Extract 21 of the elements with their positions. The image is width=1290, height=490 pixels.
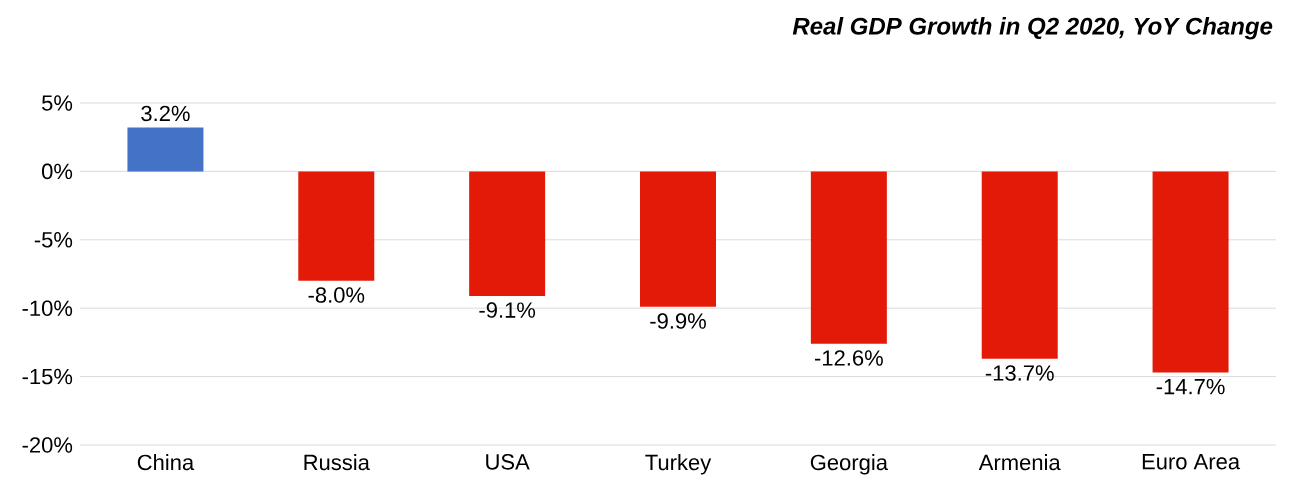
data-label: -9.9% — [650, 313, 706, 329]
y-tick-label: 0% — [41, 163, 73, 180]
x-tick-label: Turkey — [645, 454, 712, 475]
chart-title: Real GDP Growth in Q2 2020, YoY Change — [792, 17, 1273, 40]
data-label: -12.6% — [814, 350, 883, 366]
data-label: -9.1% — [479, 302, 536, 318]
y-tick-label: -5% — [34, 232, 73, 248]
x-tick-label: Euro Area — [1142, 454, 1241, 470]
x-tick-label: Russia — [304, 454, 370, 471]
data-label: 3.2% — [141, 105, 190, 122]
y-tick-label: -10% — [22, 300, 73, 316]
x-tick-label: Georgia — [810, 454, 888, 475]
y-tick-label: 5% — [42, 95, 73, 111]
x-tick-label: Armenia — [978, 454, 1061, 471]
data-label: -13.7% — [985, 365, 1054, 381]
y-tick-label: -20% — [22, 437, 73, 453]
x-tick-label: China — [137, 454, 195, 471]
x-tick-label: USA — [486, 454, 530, 470]
data-label: -14.7% — [1156, 378, 1225, 395]
data-label: -8.0% — [308, 287, 365, 303]
y-tick-label: -15% — [22, 368, 73, 385]
